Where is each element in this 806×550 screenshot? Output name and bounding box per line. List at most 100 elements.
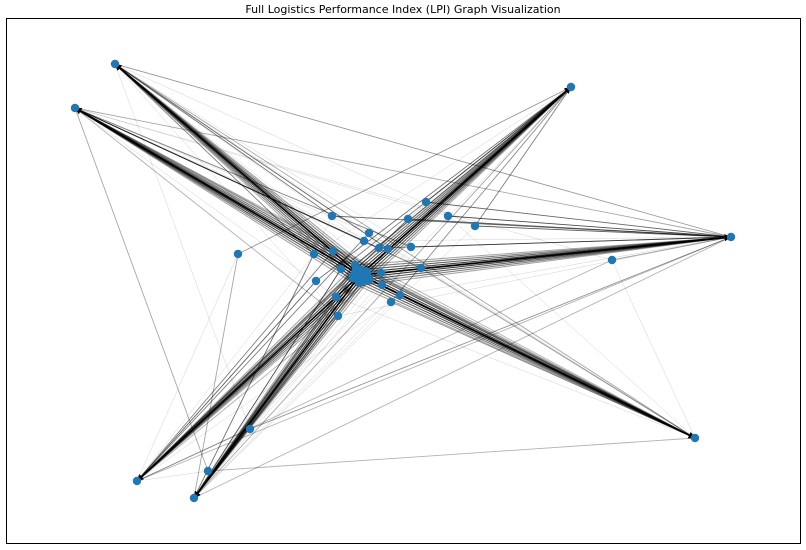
edge — [358, 236, 732, 266]
edge — [193, 274, 361, 499]
edge — [611, 259, 696, 439]
edge — [193, 315, 339, 499]
edge — [136, 266, 354, 482]
plot-area — [6, 18, 801, 544]
edge — [399, 294, 696, 439]
edge — [136, 250, 334, 482]
edge — [114, 63, 356, 266]
edge — [74, 107, 365, 269]
node-outer-top-right — [566, 82, 576, 92]
edge — [114, 63, 333, 217]
edge — [136, 236, 732, 482]
node-outer-top-left-b — [70, 103, 80, 113]
node-inner-22 — [333, 311, 343, 321]
node-inner-12 — [328, 246, 338, 256]
node-inner-17 — [311, 276, 321, 286]
edge — [207, 437, 696, 472]
node-inner-13 — [416, 263, 426, 273]
edge — [136, 218, 409, 482]
edge — [387, 248, 696, 439]
hub-cluster-node — [362, 273, 374, 285]
edge — [193, 296, 337, 499]
edge — [420, 267, 696, 439]
node-inner-10 — [406, 242, 416, 252]
edge — [360, 236, 732, 284]
edge — [366, 86, 572, 284]
node-outer-bottom-left-a — [132, 476, 142, 486]
edge — [74, 107, 389, 250]
edge — [425, 201, 732, 238]
edge-layer — [74, 63, 732, 499]
node-outer-bottom-left-b — [189, 493, 199, 503]
edge — [354, 283, 696, 439]
edge — [193, 253, 315, 499]
edge — [193, 248, 389, 499]
node-inner-8 — [374, 243, 384, 253]
edge — [237, 86, 572, 255]
node-inner-24 — [607, 255, 617, 265]
node-inner-21 — [331, 292, 341, 302]
edge — [193, 268, 342, 499]
edge — [193, 253, 239, 499]
edge — [193, 240, 365, 499]
edge — [114, 63, 412, 248]
edge — [340, 86, 572, 270]
edge — [114, 63, 315, 255]
edge — [136, 428, 251, 482]
edge — [364, 265, 696, 439]
node-inner-25 — [245, 424, 255, 434]
node-layer — [70, 59, 736, 503]
edge — [114, 63, 339, 317]
edge — [74, 107, 356, 285]
edge — [114, 63, 361, 276]
node-inner-18 — [377, 280, 387, 290]
node-inner-2 — [421, 197, 431, 207]
edge — [193, 225, 476, 499]
edge — [390, 301, 696, 439]
edge — [114, 63, 696, 439]
edge — [611, 236, 732, 261]
node-outer-right — [726, 232, 736, 242]
edge — [74, 107, 412, 248]
edge — [114, 63, 389, 250]
edge — [136, 259, 613, 482]
edge — [136, 86, 572, 482]
edge — [354, 264, 696, 439]
node-outer-top-left-a — [110, 59, 120, 69]
node-inner-9 — [383, 244, 393, 254]
edge — [337, 236, 732, 317]
edge — [193, 294, 401, 499]
edge — [356, 281, 696, 439]
edge — [363, 236, 732, 242]
edge — [114, 63, 382, 274]
node-inner-4 — [470, 221, 480, 231]
node-inner-20 — [386, 297, 396, 307]
edge — [193, 246, 412, 499]
node-inner-11 — [309, 249, 319, 259]
edge — [335, 296, 696, 439]
node-inner-16 — [376, 268, 386, 278]
edge — [114, 63, 732, 238]
node-inner-7 — [359, 236, 369, 246]
edge — [136, 470, 209, 482]
node-inner-5 — [403, 214, 413, 224]
edge — [249, 236, 732, 430]
edge — [114, 63, 251, 430]
chart-title: Full Logistics Performance Index (LPI) G… — [245, 3, 561, 16]
edge — [410, 236, 732, 248]
edge — [74, 107, 613, 261]
edge — [359, 86, 572, 276]
edge — [249, 236, 732, 430]
edge — [136, 301, 392, 482]
edge — [136, 264, 356, 482]
edge — [114, 63, 334, 252]
edge — [193, 272, 382, 499]
edge — [237, 86, 572, 255]
node-inner-3 — [443, 211, 453, 221]
edge — [136, 253, 315, 482]
edge — [193, 86, 572, 499]
edge — [114, 63, 368, 268]
node-inner-23 — [233, 249, 243, 259]
edge — [74, 107, 337, 298]
